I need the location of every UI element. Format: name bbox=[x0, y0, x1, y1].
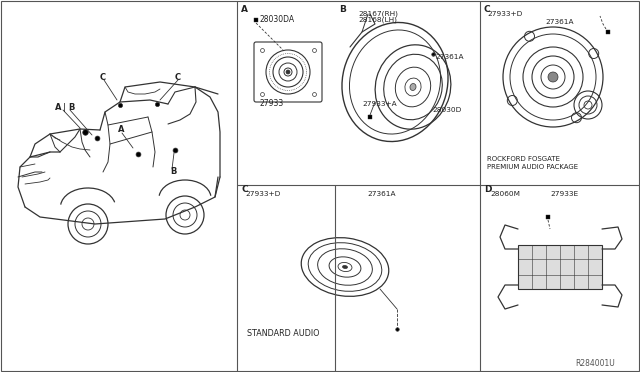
Text: C: C bbox=[100, 73, 106, 81]
Text: 28168(LH): 28168(LH) bbox=[358, 17, 397, 23]
Text: 27933E: 27933E bbox=[550, 191, 578, 197]
Text: STANDARD AUDIO: STANDARD AUDIO bbox=[247, 330, 319, 339]
Text: A: A bbox=[55, 103, 61, 112]
Text: R284001U: R284001U bbox=[575, 359, 615, 369]
Text: D: D bbox=[484, 186, 492, 195]
Text: C: C bbox=[175, 73, 181, 81]
Circle shape bbox=[286, 70, 290, 74]
Text: B: B bbox=[68, 103, 74, 112]
Text: |: | bbox=[63, 103, 66, 112]
Bar bbox=[518, 245, 602, 289]
Text: A: A bbox=[118, 125, 125, 135]
Text: 27933+D: 27933+D bbox=[245, 191, 280, 197]
Text: ROCKFORD FOSGATE: ROCKFORD FOSGATE bbox=[487, 156, 560, 162]
Text: A: A bbox=[241, 6, 248, 15]
Text: 27933: 27933 bbox=[260, 99, 284, 109]
FancyBboxPatch shape bbox=[254, 42, 322, 102]
Text: 27933+A: 27933+A bbox=[362, 101, 397, 107]
Text: 27933+D: 27933+D bbox=[487, 11, 522, 17]
Text: PREMIUM AUDIO PACKAGE: PREMIUM AUDIO PACKAGE bbox=[487, 164, 578, 170]
Text: C: C bbox=[241, 186, 248, 195]
Text: 28030DA: 28030DA bbox=[260, 15, 295, 23]
Text: B: B bbox=[170, 167, 177, 176]
Ellipse shape bbox=[410, 84, 416, 90]
Text: 28030D: 28030D bbox=[432, 107, 461, 113]
Text: 27361A: 27361A bbox=[367, 191, 396, 197]
Circle shape bbox=[548, 72, 558, 82]
Text: B: B bbox=[339, 6, 346, 15]
Text: 28060M: 28060M bbox=[490, 191, 520, 197]
Text: C: C bbox=[484, 6, 491, 15]
Text: 27361A: 27361A bbox=[545, 19, 573, 25]
Ellipse shape bbox=[342, 266, 348, 269]
Text: 28167(RH): 28167(RH) bbox=[358, 11, 398, 17]
Text: 27361A: 27361A bbox=[435, 54, 463, 60]
